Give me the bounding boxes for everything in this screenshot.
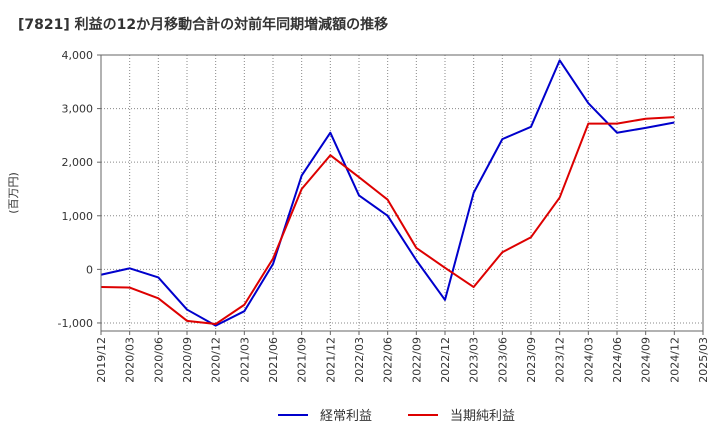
x-tick-label: 2021/09: [296, 337, 309, 383]
y-tick-label: 0: [86, 263, 93, 276]
chart-title: [7821] 利益の12か月移動合計の対前年同期増減額の推移: [18, 17, 389, 33]
x-tick-label: 2023/12: [554, 337, 567, 383]
x-tick-label: 2020/03: [124, 337, 137, 383]
series-layer: [100, 59, 675, 327]
y-tick-label: 4,000: [62, 49, 94, 62]
x-tick-label: 2021/03: [238, 337, 251, 383]
x-tick-label: 2021/06: [267, 337, 280, 383]
x-tick-label: 2022/12: [439, 337, 452, 383]
series-line-1: [100, 59, 675, 327]
y-tick-label: 1,000: [62, 210, 94, 223]
x-tick-label: 2025/03: [697, 337, 710, 383]
x-tick-label: 2024/03: [582, 337, 595, 383]
legend-label-2: 当期純利益: [450, 409, 515, 424]
x-tick-label: 2022/09: [410, 337, 423, 383]
legend-label-1: 経常利益: [320, 409, 372, 424]
series-line-2: [100, 116, 675, 326]
y-tick-label: 3,000: [62, 103, 94, 116]
x-tick-label: 2023/06: [496, 337, 509, 383]
plot-background: [101, 55, 703, 331]
plot-area: [101, 55, 703, 331]
x-tick-label: 2019/12: [95, 337, 108, 383]
x-tick-label: 2024/12: [668, 337, 681, 383]
x-tick-label: 2022/06: [382, 337, 395, 383]
x-tick-label: 2021/12: [324, 337, 337, 383]
y-tick-label: 2,000: [62, 156, 94, 169]
axes: -1,000 0 1,000 2,000 3,000 4,000 2019/12 2020/0…: [7, 49, 710, 383]
plot-border: [100, 54, 704, 332]
y-axis-label: (百万円): [7, 172, 20, 214]
x-tick-label: 2020/12: [210, 337, 223, 383]
x-tick-label: 2024/06: [611, 337, 624, 383]
legend: 経常利益 当期純利益: [278, 409, 515, 424]
x-tick-label: 2023/09: [525, 337, 538, 383]
x-tick-label: 2020/09: [181, 337, 194, 383]
x-tick-label: 2020/06: [152, 337, 165, 383]
y-tick-label: -1,000: [58, 317, 93, 330]
x-tick-label: 2022/03: [353, 337, 366, 383]
x-tick-label: 2024/09: [640, 337, 653, 383]
x-tick-label: 2023/03: [468, 337, 481, 383]
